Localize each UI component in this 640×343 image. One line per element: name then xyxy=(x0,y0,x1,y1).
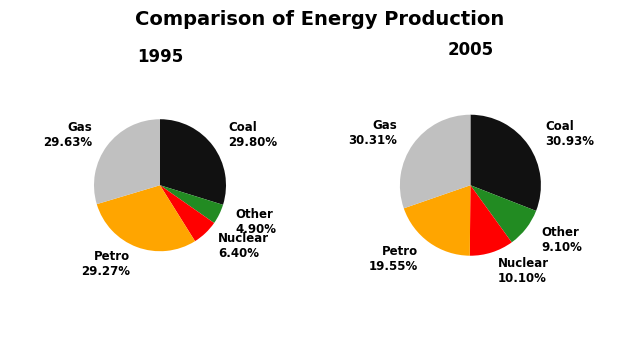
Title: 1995: 1995 xyxy=(137,48,183,67)
Text: Petro
29.27%: Petro 29.27% xyxy=(81,250,130,278)
Text: Other
9.10%: Other 9.10% xyxy=(542,226,582,255)
Wedge shape xyxy=(160,119,226,205)
Wedge shape xyxy=(404,185,470,256)
Text: Coal
30.93%: Coal 30.93% xyxy=(545,120,594,148)
Wedge shape xyxy=(94,119,160,204)
Wedge shape xyxy=(97,185,195,251)
Wedge shape xyxy=(470,185,536,243)
Title: 2005: 2005 xyxy=(447,41,493,59)
Text: Other
4.90%: Other 4.90% xyxy=(236,209,277,236)
Wedge shape xyxy=(470,185,512,256)
Wedge shape xyxy=(400,115,470,208)
Text: Coal
29.80%: Coal 29.80% xyxy=(228,121,277,149)
Text: Gas
29.63%: Gas 29.63% xyxy=(43,121,92,149)
Text: Gas
30.31%: Gas 30.31% xyxy=(348,119,397,147)
Wedge shape xyxy=(160,185,214,241)
Text: Nuclear
10.10%: Nuclear 10.10% xyxy=(498,257,549,285)
Text: Comparison of Energy Production: Comparison of Energy Production xyxy=(136,10,504,29)
Wedge shape xyxy=(470,115,541,211)
Text: Petro
19.55%: Petro 19.55% xyxy=(369,245,418,273)
Wedge shape xyxy=(160,185,223,223)
Text: Nuclear
6.40%: Nuclear 6.40% xyxy=(218,233,269,260)
